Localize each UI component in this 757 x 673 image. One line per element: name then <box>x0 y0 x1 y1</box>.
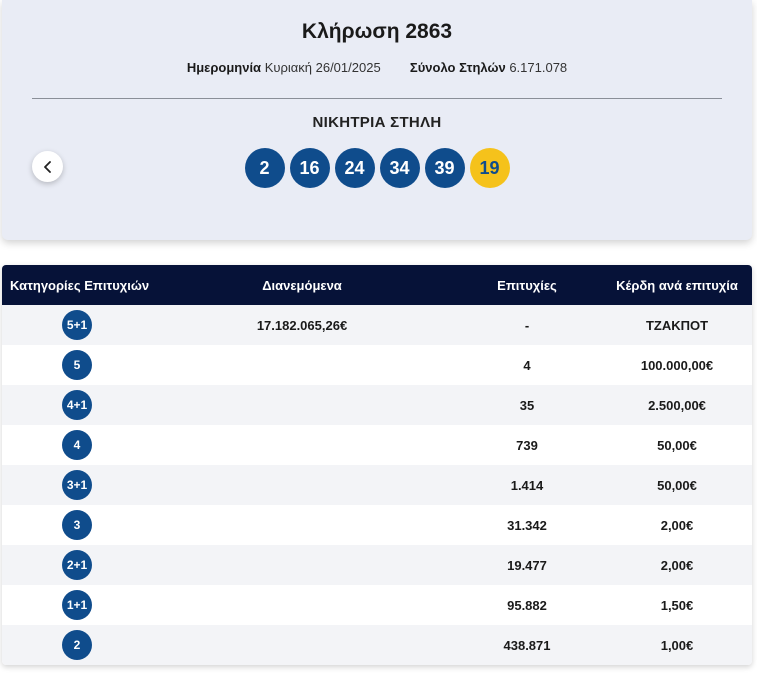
category-badge: 4+1 <box>62 390 92 420</box>
category-badge: 2+1 <box>62 550 92 580</box>
winners-cell: 35 <box>519 397 535 413</box>
prize-cell: 2.500,00€ <box>648 397 706 413</box>
winners-cell: 4 <box>523 357 531 373</box>
table-row: 3 31.342 2,00€ <box>2 505 752 545</box>
category-badge: 3+1 <box>62 470 92 500</box>
category-badge: 4 <box>62 430 92 460</box>
header-category: Κατηγορίες Επιτυχιών <box>10 277 150 293</box>
prize-cell: 50,00€ <box>657 437 697 453</box>
winners-cell: 95.882 <box>507 597 547 613</box>
table-row: 5 4 100.000,00€ <box>2 345 752 385</box>
winners-cell: 19.477 <box>507 557 547 573</box>
prize-table: Κατηγορίες Επιτυχιών Διανεμόμενα Επιτυχί… <box>2 265 752 665</box>
prize-cell: 2,00€ <box>660 557 694 573</box>
date-value: Κυριακή 26/01/2025 <box>264 60 381 75</box>
prize-cell: ΤΖΑΚΠΟΤ <box>645 317 709 333</box>
draw-title: Κλήρωση 2863 <box>301 20 453 43</box>
table-header: Κατηγορίες Επιτυχιών Διανεμόμενα Επιτυχί… <box>2 265 752 305</box>
winners-cell: 31.342 <box>507 517 547 533</box>
winning-column-label: ΝΙΚΗΤΡΙΑ ΣΤΗΛΗ <box>312 114 442 131</box>
joker-ball: 19 <box>469 148 510 188</box>
table-row: 1+1 95.882 1,50€ <box>2 585 752 625</box>
prize-cell: 1,50€ <box>660 597 694 613</box>
number-ball: 16 <box>289 148 330 188</box>
pool-cell: 17.182.065,26€ <box>256 317 348 333</box>
columns-label: Σύνολο Στηλών <box>409 60 506 75</box>
number-ball: 24 <box>334 148 375 188</box>
table-row: 4+1 35 2.500,00€ <box>2 385 752 425</box>
winning-numbers: 2 16 24 34 39 19 <box>2 148 752 188</box>
table-row: 3+1 1.414 50,00€ <box>2 465 752 505</box>
winners-cell: 1.414 <box>510 477 544 493</box>
header-prize: Κέρδη ανά επιτυχία <box>616 277 738 293</box>
prize-cell: 100.000,00€ <box>640 357 714 373</box>
table-row: 2 438.871 1,00€ <box>2 625 752 665</box>
chevron-left-icon <box>43 160 53 173</box>
header-winners: Επιτυχίες <box>497 277 557 293</box>
table-body: 5+1 17.182.065,26€ - ΤΖΑΚΠΟΤ 5 4 100.000… <box>2 305 752 665</box>
number-ball: 39 <box>424 148 465 188</box>
category-badge: 1+1 <box>62 590 92 620</box>
header-pool: Διανεμόμενα <box>262 277 342 293</box>
category-badge: 5+1 <box>62 310 92 340</box>
draw-meta: Ημερομηνία Κυριακή 26/01/2025 Σύνολο Στη… <box>2 60 752 75</box>
table-row: 4 739 50,00€ <box>2 425 752 465</box>
category-badge: 5 <box>62 350 92 380</box>
draw-card: Κλήρωση 2863 Ημερομηνία Κυριακή 26/01/20… <box>2 0 752 240</box>
winners-cell: 739 <box>516 437 538 453</box>
columns-value: 6.171.078 <box>509 60 568 75</box>
divider <box>32 98 722 99</box>
date-label: Ημερομηνία <box>186 60 262 75</box>
previous-draw-button[interactable] <box>32 151 63 182</box>
table-row: 2+1 19.477 2,00€ <box>2 545 752 585</box>
number-ball: 2 <box>244 148 285 188</box>
category-badge: 2 <box>62 630 92 660</box>
number-ball: 34 <box>379 148 420 188</box>
winners-cell: 438.871 <box>503 637 551 653</box>
table-row: 5+1 17.182.065,26€ - ΤΖΑΚΠΟΤ <box>2 305 752 345</box>
prize-cell: 2,00€ <box>660 517 694 533</box>
prize-cell: 50,00€ <box>657 477 697 493</box>
winners-cell: - <box>524 317 530 333</box>
category-badge: 3 <box>62 510 92 540</box>
prize-cell: 1,00€ <box>660 637 694 653</box>
